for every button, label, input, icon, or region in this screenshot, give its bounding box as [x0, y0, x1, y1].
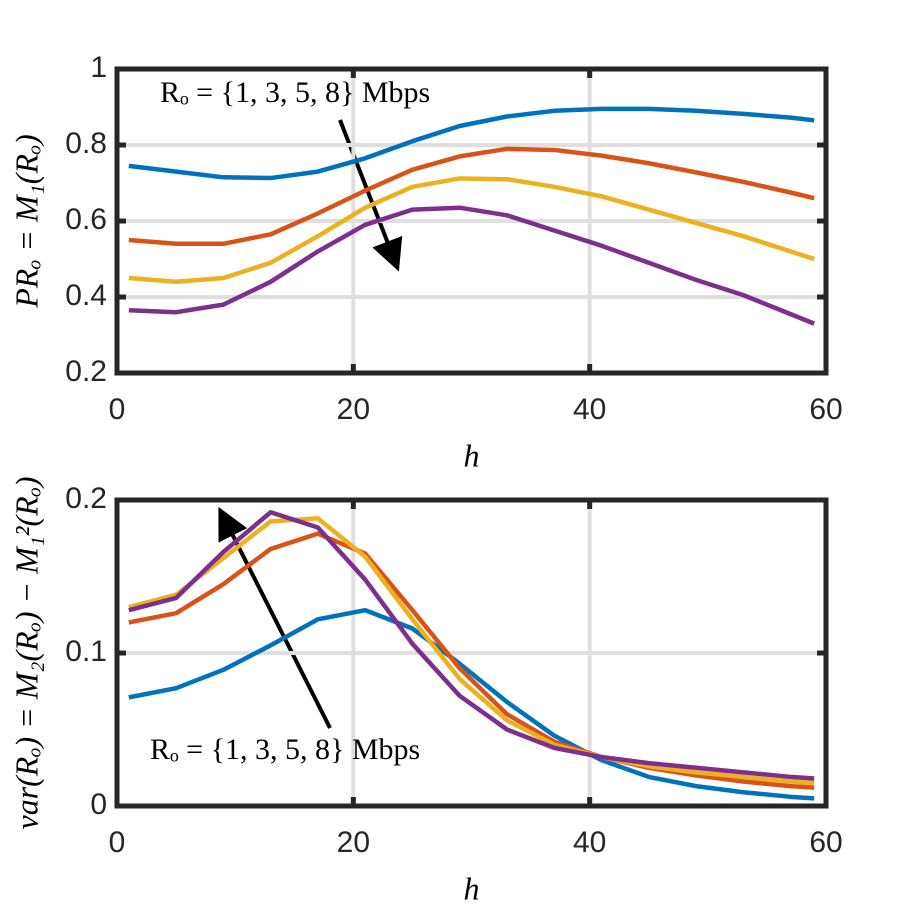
y-axis-label: var(Rₒ) = M₂(Rₒ) − M₁²(Rₒ)	[8, 477, 44, 830]
x-tick-label: 20	[337, 393, 370, 426]
y-tick-label: 1	[90, 51, 107, 84]
data-line	[128, 106, 815, 181]
y-tick-label: 0.2	[65, 482, 107, 515]
data-line	[128, 516, 815, 786]
y-tick-label: 0.2	[65, 355, 107, 388]
data-line	[128, 205, 816, 326]
y-axis-label: PRₒ = M₁(Rₒ)	[8, 134, 44, 309]
y-tick-label: 0.4	[65, 279, 107, 312]
data-line	[128, 607, 815, 801]
data-line	[128, 146, 815, 247]
x-tick-label: 40	[573, 826, 606, 859]
x-tick-label: 0	[109, 826, 126, 859]
x-axis-label: h	[464, 870, 480, 906]
x-tick-label: 60	[809, 826, 842, 859]
x-tick-label: 20	[337, 826, 370, 859]
x-tick-label: 60	[809, 393, 842, 426]
annotation: Rₒ = {1, 3, 5, 8} Mbps	[160, 76, 430, 109]
x-tick-label: 0	[109, 393, 126, 426]
y-tick-label: 0	[90, 788, 107, 821]
y-tick-label: 0.1	[65, 635, 107, 668]
x-tick-label: 40	[573, 393, 606, 426]
y-tick-label: 0.8	[65, 127, 107, 160]
annotation: Rₒ = {1, 3, 5, 8} Mbps	[150, 733, 420, 766]
y-tick-label: 0.6	[65, 203, 107, 236]
data-line	[128, 176, 815, 285]
annotation-arrow	[338, 119, 403, 272]
annotation-arrow	[218, 506, 332, 729]
data-line	[128, 509, 815, 781]
data-line	[128, 531, 815, 790]
x-axis-label: h	[464, 437, 480, 473]
